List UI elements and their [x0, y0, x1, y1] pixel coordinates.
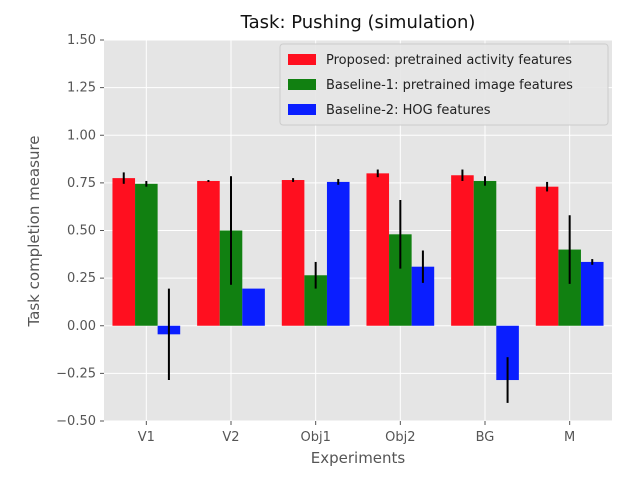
bar — [112, 178, 136, 326]
bar — [389, 234, 412, 326]
bar — [535, 186, 559, 326]
y-tick-label: 0.50 — [67, 224, 96, 239]
plot-area: −0.50 −0.25 0.00 0.25 0.50 0.75 1.00 1.25 1.50 V1… — [56, 33, 612, 445]
bar — [580, 261, 604, 326]
x-tick-label: V1 — [138, 430, 155, 445]
legend-label: Proposed: pretrained activity features — [326, 53, 572, 68]
y-tick-label: −0.50 — [56, 414, 96, 429]
bar — [281, 180, 305, 326]
legend-swatch — [288, 104, 316, 115]
y-tick-label: 1.00 — [67, 128, 96, 143]
bar — [304, 275, 327, 326]
bar — [135, 183, 158, 326]
bar — [411, 266, 435, 326]
bar — [326, 181, 350, 326]
legend-label: Baseline-2: HOG features — [326, 103, 491, 118]
y-tick-label: 1.25 — [67, 81, 96, 96]
bar — [473, 180, 497, 326]
bar — [558, 249, 581, 326]
x-tick-label: Obj2 — [385, 430, 415, 445]
x-axis-title: Experiments — [311, 449, 406, 467]
y-tick-label: 1.50 — [67, 33, 96, 48]
legend-box — [279, 43, 609, 126]
bar — [451, 175, 474, 326]
x-tick-label: BG — [476, 430, 495, 445]
x-tick-label: M — [564, 430, 575, 445]
y-tick-label: −0.25 — [56, 366, 96, 381]
y-axis-title: Task completion measure — [25, 135, 43, 327]
y-tick-label: 0.00 — [67, 319, 96, 334]
bar — [366, 173, 390, 326]
chart-title: Task: Pushing (simulation) — [240, 12, 476, 33]
x-tick-label: Obj1 — [300, 430, 330, 445]
legend-swatch — [288, 79, 316, 90]
legend-label: Baseline-1: pretrained image features — [326, 78, 573, 93]
bar — [197, 180, 220, 326]
x-tick-label: V2 — [222, 430, 239, 445]
y-tick-label: 0.75 — [67, 176, 96, 191]
y-tick-label: 0.25 — [67, 271, 96, 286]
legend-swatch — [288, 54, 316, 65]
bar — [242, 288, 265, 326]
bar — [496, 325, 519, 381]
